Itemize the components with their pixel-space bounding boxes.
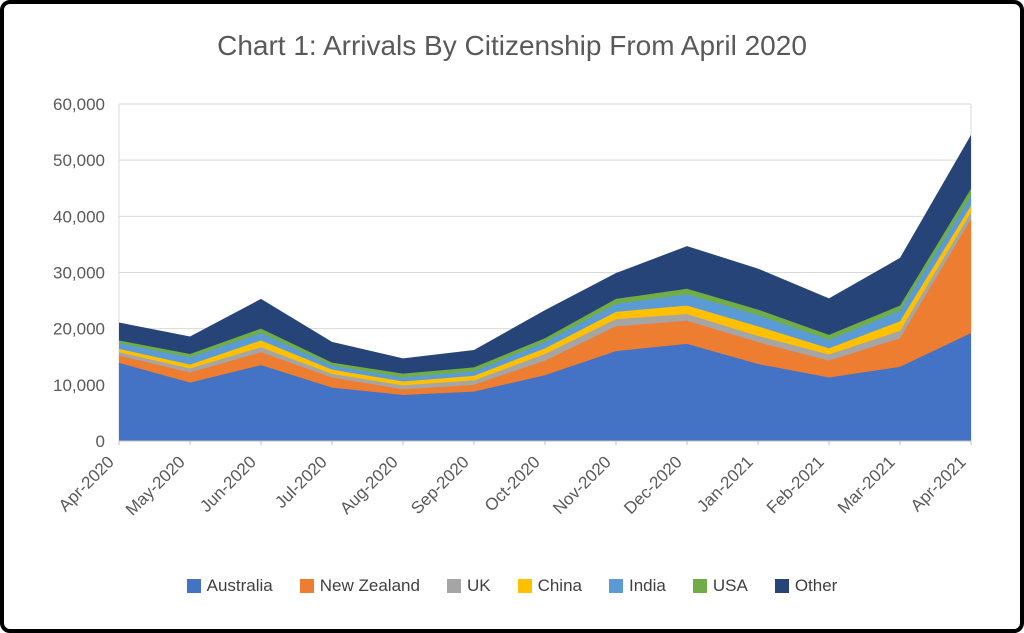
y-tick-label: 40,000 [53, 207, 105, 226]
chart-legend: Australia New Zealand UK China India USA Other [4, 576, 1020, 596]
chart-title: Chart 1: Arrivals By Citizenship From Ap… [217, 30, 807, 61]
legend-swatch-icon [446, 579, 461, 593]
y-tick-label: 20,000 [53, 320, 105, 339]
y-tick-label: 60,000 [53, 95, 105, 114]
legend-swatch-icon [608, 579, 623, 593]
x-tick-label: Apr-2020 [55, 452, 118, 515]
legend-label: New Zealand [319, 576, 420, 595]
legend-swatch-icon [299, 579, 314, 593]
x-tick-label: Apr-2021 [907, 452, 970, 515]
legend-label: China [537, 576, 582, 595]
legend-item-new-zealand: New Zealand [299, 576, 420, 596]
y-tick-label: 50,000 [53, 151, 105, 170]
x-tick-label: May-2020 [122, 452, 189, 519]
legend-item-china: China [517, 576, 582, 596]
x-tick-label: Jun-2020 [196, 452, 260, 516]
legend-swatch-icon [692, 579, 707, 593]
x-tick-label: Oct-2020 [481, 452, 544, 515]
legend-label: India [628, 576, 666, 595]
x-tick-label: Sep-2020 [407, 452, 473, 518]
stacked-area-plot: 0 10,000 20,000 30,000 40,000 50,000 60,000 Apr… [53, 95, 972, 519]
legend-label: Australia [206, 576, 273, 595]
legend-swatch-icon [517, 579, 532, 593]
y-tick-label: 10,000 [53, 376, 105, 395]
x-tick-label: Jan-2021 [693, 452, 757, 516]
y-tick-label: 0 [96, 432, 105, 451]
x-tick-label: Dec-2020 [620, 452, 686, 518]
area-series-australia [119, 333, 971, 441]
legend-swatch-icon [774, 579, 789, 593]
legend-label: USA [712, 576, 748, 595]
x-tick-label: Aug-2020 [336, 452, 402, 518]
legend-label: UK [466, 576, 491, 595]
legend-item-india: India [608, 576, 666, 596]
legend-item-other: Other [774, 576, 838, 596]
legend-swatch-icon [186, 579, 201, 593]
x-tick-label: Jul-2020 [271, 452, 331, 512]
legend-item-usa: USA [692, 576, 748, 596]
legend-item-uk: UK [446, 576, 491, 596]
x-tick-label: Feb-2021 [763, 452, 828, 517]
legend-label: Other [794, 576, 838, 595]
x-tick-label: Mar-2021 [834, 452, 899, 517]
legend-item-australia: Australia [186, 576, 273, 596]
y-tick-label: 30,000 [53, 264, 105, 283]
x-tick-label: Nov-2020 [549, 452, 615, 518]
